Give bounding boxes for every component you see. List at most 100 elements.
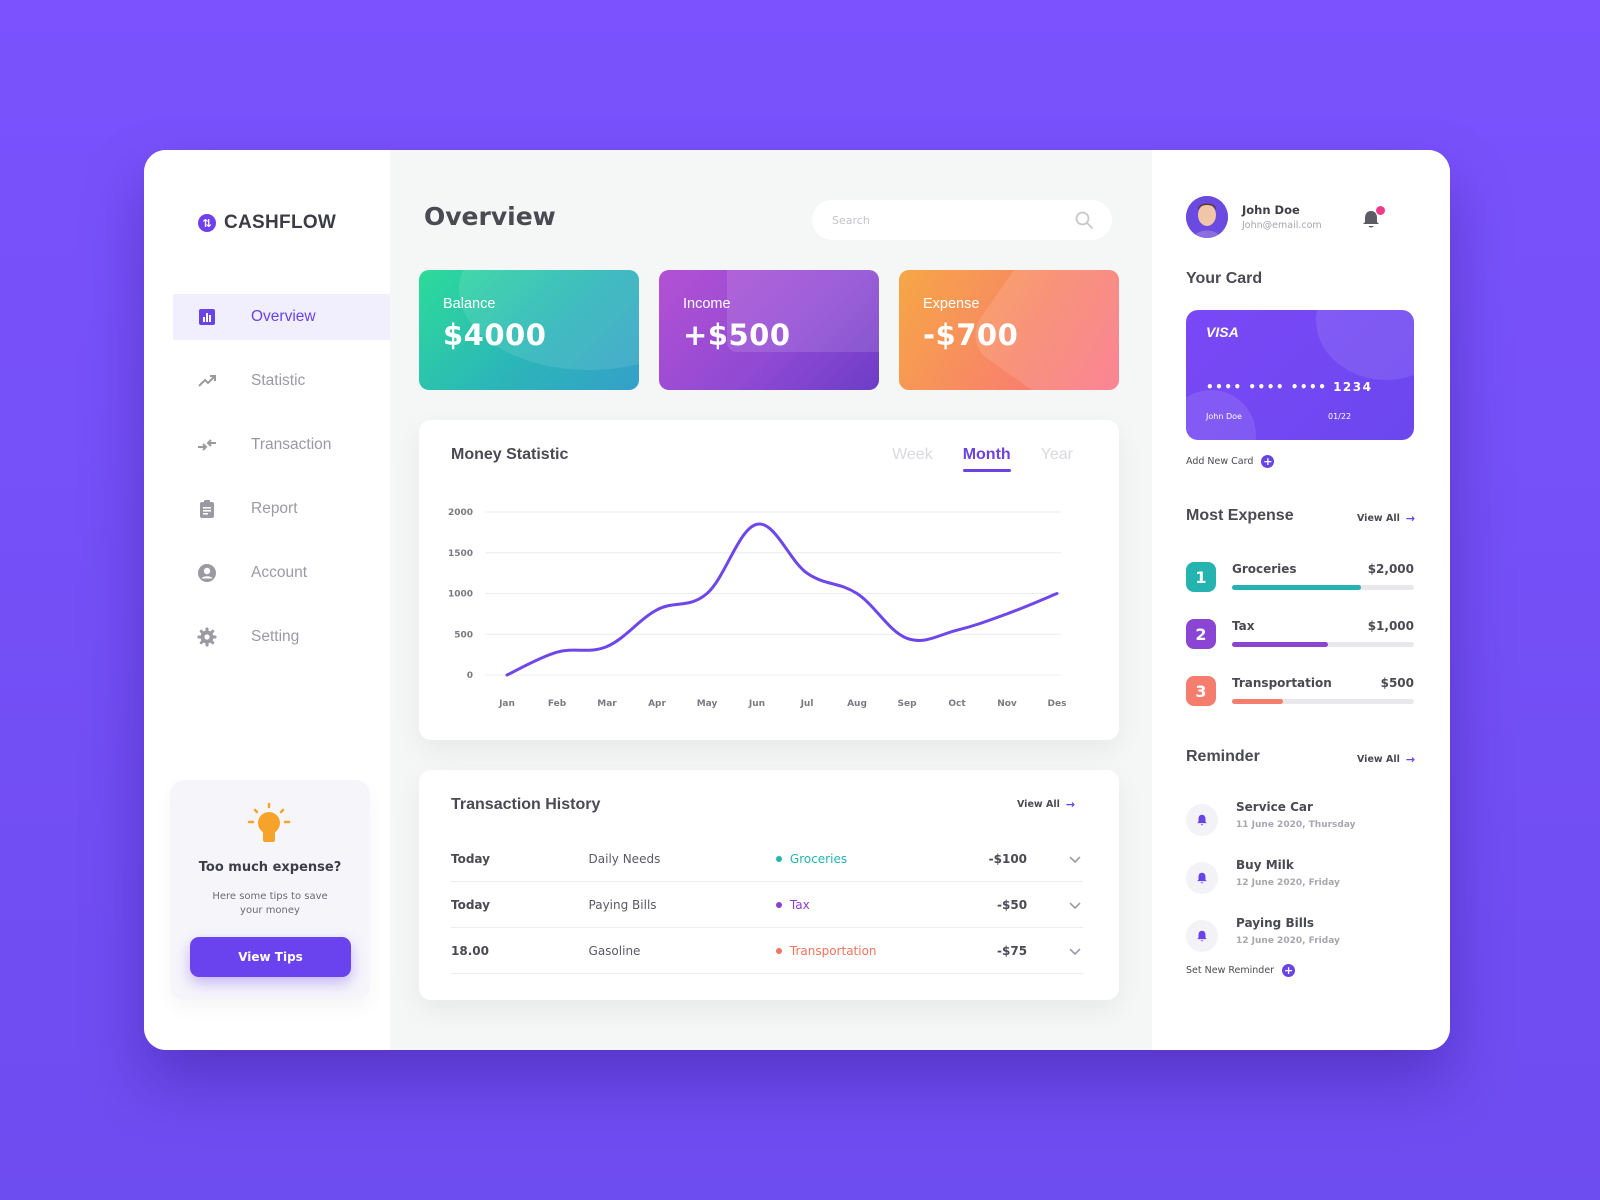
search-bar: [812, 200, 1112, 240]
chevron-down-icon[interactable]: [1067, 897, 1083, 913]
app-name: CASHFLOW: [224, 212, 337, 233]
reminder-item[interactable]: Service Car 11 June 2020, Thursday: [1186, 800, 1414, 840]
avatar[interactable]: [1186, 196, 1228, 238]
sidebar-item-label: Report: [251, 500, 298, 517]
sidebar-item-overview[interactable]: Overview: [173, 294, 390, 340]
card-holder: John Doe: [1206, 412, 1242, 421]
tab-month[interactable]: Month: [962, 446, 1011, 472]
notification-bell-icon[interactable]: [1360, 208, 1382, 230]
add-new-card-link[interactable]: Add New Card +: [1186, 455, 1275, 468]
expense-name: Groceries: [1232, 562, 1297, 576]
transaction-category: Transportation: [775, 944, 947, 958]
y-tick-label: 500: [454, 630, 473, 640]
card-expiry: 01/22: [1328, 412, 1352, 421]
category-dot-icon: [775, 855, 782, 862]
income-card[interactable]: Income +$500: [659, 270, 879, 390]
rank-badge: 2: [1186, 619, 1216, 649]
tab-year[interactable]: Year: [1040, 446, 1073, 463]
bar-chart-icon: [197, 307, 217, 327]
x-tick-label: Nov: [997, 699, 1017, 709]
category-label: Groceries: [789, 851, 848, 866]
sidebar-item-statistic[interactable]: Statistic: [173, 358, 390, 404]
reminder-title: Reminder: [1186, 748, 1260, 765]
sidebar-item-label: Statistic: [251, 372, 306, 389]
add-new-card-label: Add New Card: [1186, 456, 1254, 467]
expense-label: Expense: [923, 296, 980, 312]
card-decoration: [727, 270, 879, 352]
expense-progress-track: [1232, 699, 1414, 704]
most-expense-view-all-link[interactable]: View All →: [1357, 512, 1415, 525]
reminder-bell-icon: [1186, 920, 1218, 952]
search-icon[interactable]: [1074, 210, 1094, 230]
table-row[interactable]: Today Daily Needs Groceries -$100: [451, 836, 1083, 882]
category-label: Tax: [789, 897, 810, 912]
expense-item-tax[interactable]: 2 Tax $1,000: [1186, 619, 1414, 651]
reminder-title-text: Service Car: [1236, 800, 1313, 814]
x-tick-label: Jul: [800, 699, 814, 709]
expense-amount: $500: [1380, 676, 1414, 690]
set-new-reminder-link[interactable]: Set New Reminder +: [1186, 964, 1296, 977]
sidebar-item-setting[interactable]: Setting: [173, 614, 390, 660]
income-label: Income: [683, 296, 731, 312]
most-expense-title: Most Expense: [1186, 507, 1294, 524]
reminder-bell-icon: [1186, 804, 1218, 836]
transactions-view-all-link[interactable]: View All →: [1017, 798, 1075, 811]
table-row[interactable]: Today Paying Bills Tax -$50: [451, 882, 1083, 928]
expense-progress-track: [1232, 585, 1414, 590]
reminder-view-all-link[interactable]: View All →: [1357, 753, 1415, 766]
reminder-item[interactable]: Paying Bills 12 June 2020, Friday: [1186, 916, 1414, 956]
expense-amount: $1,000: [1367, 619, 1414, 633]
expense-progress-track: [1232, 642, 1414, 647]
chevron-down-icon[interactable]: [1067, 851, 1083, 867]
expense-card[interactable]: Expense -$700: [899, 270, 1119, 390]
user-profile[interactable]: John Doe John@email.com: [1186, 196, 1322, 238]
arrow-right-icon: →: [1405, 512, 1416, 525]
money-statistic-panel: 0 500 1000 1500 2000 Jan Feb Mar Apr May Jun Jul Aug…: [419, 420, 1119, 740]
card-decoration: [1316, 310, 1414, 380]
transaction-amount: -$50: [997, 897, 1028, 912]
profile-email: John@email.com: [1242, 220, 1322, 231]
logo[interactable]: ⇅ CASHFLOW: [198, 212, 336, 234]
tips-title: Too much expense?: [198, 860, 342, 875]
set-new-reminder-label: Set New Reminder: [1186, 965, 1275, 976]
chevron-down-icon[interactable]: [1067, 943, 1083, 959]
right-panel: John Doe John@email.com Your Card VISA •…: [1152, 150, 1450, 1050]
sidebar-item-account[interactable]: Account: [173, 550, 390, 596]
sidebar-item-transaction[interactable]: Transaction: [173, 422, 390, 468]
balance-card[interactable]: Balance $4000: [419, 270, 639, 390]
reminder-item[interactable]: Buy Milk 12 June 2020, Friday: [1186, 858, 1414, 898]
money-statistic-chart: 0 500 1000 1500 2000 Jan Feb Mar Apr May Jun Jul Aug…: [448, 508, 1067, 709]
x-tick-label: Mar: [597, 699, 617, 709]
category-dot-icon: [775, 947, 782, 954]
x-tick-label: May: [697, 699, 718, 709]
sidebar-item-label: Overview: [251, 308, 316, 325]
sidebar-item-label: Account: [251, 564, 308, 581]
view-tips-button[interactable]: View Tips: [190, 937, 351, 977]
expense-name: Transportation: [1232, 676, 1332, 690]
x-tick-label: Apr: [648, 699, 666, 709]
credit-card[interactable]: VISA •••• •••• •••• 1234 John Doe 01/22: [1186, 310, 1414, 440]
view-all-label: View All: [1017, 799, 1060, 810]
view-all-label: View All: [1357, 754, 1400, 765]
search-input[interactable]: [832, 213, 1062, 227]
transaction-description: Paying Bills: [588, 897, 657, 912]
expense-item-transportation[interactable]: 3 Transportation $500: [1186, 676, 1414, 708]
swap-arrows-icon: [197, 435, 217, 455]
transaction-category: Groceries: [775, 851, 947, 866]
profile-text: John Doe John@email.com: [1242, 203, 1322, 231]
your-card-title: Your Card: [1186, 270, 1263, 287]
notification-badge: [1376, 206, 1385, 215]
transaction-history-panel: Transaction History View All → Today Dai…: [419, 770, 1119, 1000]
tab-week[interactable]: Week: [892, 446, 933, 463]
arrow-right-icon: →: [1065, 798, 1076, 811]
transaction-description: Gasoline: [588, 943, 641, 958]
sidebar-item-report[interactable]: Report: [173, 486, 390, 532]
table-row[interactable]: 18.00 Gasoline Transportation -$75: [451, 928, 1083, 974]
y-tick-label: 2000: [448, 508, 473, 518]
main-content: Overview Balance $4000 Income +$500 Expe…: [390, 150, 1152, 1050]
transaction-amount: -$100: [988, 851, 1028, 866]
x-tick-label: Aug: [847, 699, 867, 709]
expense-item-groceries[interactable]: 1 Groceries $2,000: [1186, 562, 1414, 594]
x-tick-label: Des: [1048, 699, 1067, 709]
page-title: Overview: [424, 202, 556, 231]
